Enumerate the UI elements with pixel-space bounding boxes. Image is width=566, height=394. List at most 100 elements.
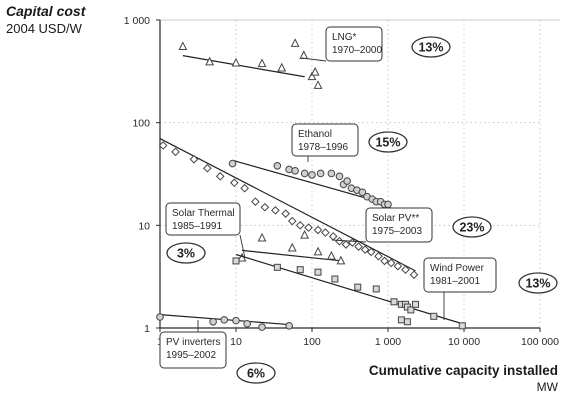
solar-pv-point xyxy=(401,265,410,274)
pv-inverters-point xyxy=(243,319,251,328)
solar-thermal-callout-title: Solar Thermal xyxy=(172,208,235,219)
lng-point xyxy=(299,50,309,59)
solar-pv-point xyxy=(295,221,305,230)
x-tick-label: 10 xyxy=(230,336,242,348)
ethanol-point xyxy=(358,188,367,197)
wind-power-point xyxy=(296,266,304,274)
pv-inverters-point xyxy=(258,323,266,331)
y-tick-label: 10 xyxy=(138,220,150,232)
lng-callout-pointer xyxy=(301,57,327,62)
lng-point xyxy=(307,71,317,81)
lng-point xyxy=(257,58,267,68)
wind-power-callout-box xyxy=(423,257,497,293)
ethanol-rate-label: 15% xyxy=(375,136,400,150)
solar-pv-point xyxy=(304,223,313,232)
lng-fit-line xyxy=(182,55,305,78)
solar-thermal-point xyxy=(257,232,267,242)
pv-inverters-point xyxy=(220,316,229,324)
solar-pv-point xyxy=(374,251,383,261)
wind-power-point xyxy=(403,318,411,326)
pv-inverters-point xyxy=(156,313,164,321)
solar-pv-point xyxy=(203,163,212,173)
x-tick-label: 100 000 xyxy=(521,336,559,348)
solar-thermal-rate-oval xyxy=(166,242,206,264)
lng-callout-years: 1970–2000 xyxy=(332,45,382,56)
solar-thermal-rate-label: 3% xyxy=(177,247,195,261)
ethanol-point xyxy=(228,159,237,168)
wind-power-fit-line xyxy=(235,253,463,325)
y-tick-label: 100 xyxy=(132,118,150,130)
wind-power-callout-years: 1981–2001 xyxy=(430,276,480,287)
solar-pv-point xyxy=(386,258,396,268)
solar-pv-point xyxy=(341,240,351,249)
solar-pv-rate-label: 23% xyxy=(459,221,484,235)
ethanol-point xyxy=(285,165,293,174)
solar-pv-point xyxy=(380,256,389,266)
ethanol-rate-oval xyxy=(368,131,408,153)
ethanol-callout-years: 1978–1996 xyxy=(298,142,348,153)
lng-point xyxy=(310,66,320,76)
solar-pv-point xyxy=(313,225,323,235)
ethanol-fit-line xyxy=(232,159,389,205)
solar-pv-point xyxy=(354,242,363,251)
x-axis-title: Cumulative capacity installed xyxy=(368,363,558,378)
wind-power-point xyxy=(273,263,281,271)
y-tick-label: 1 xyxy=(144,323,150,335)
lng-callout-title: LNG* xyxy=(332,32,357,43)
wind-power-point xyxy=(331,275,339,283)
lng-point xyxy=(290,38,300,47)
pv-inverters-callout-box xyxy=(159,331,227,369)
lng-rate-label: 13% xyxy=(418,41,443,55)
ethanol-point xyxy=(327,169,336,178)
solar-thermal-point xyxy=(287,242,297,252)
lng-rate-oval xyxy=(411,36,451,58)
ethanol-point xyxy=(316,169,325,178)
solar-pv-point xyxy=(328,232,338,241)
ethanol-point xyxy=(384,200,392,209)
wind-power-rate-label: 13% xyxy=(525,277,550,291)
lng-callout-box xyxy=(325,26,383,62)
solar-pv-point xyxy=(271,206,280,215)
solar-pv-point xyxy=(251,197,260,206)
x-tick-label: 1 000 xyxy=(375,336,401,348)
wind-power-callout-title: Wind Power xyxy=(430,263,485,274)
solar-thermal-callout-box xyxy=(165,202,241,236)
ethanol-point xyxy=(291,166,299,175)
solar-pv-point xyxy=(360,245,370,254)
solar-pv-point xyxy=(366,247,376,257)
ethanol-point xyxy=(343,177,351,185)
solar-pv-callout-title: Solar PV** xyxy=(372,213,419,224)
solar-thermal-callout-pointer xyxy=(239,234,246,259)
pv-inverters-rate-oval xyxy=(236,362,276,384)
wind-power-point xyxy=(430,312,438,320)
solar-pv-point xyxy=(287,216,297,226)
lng-point xyxy=(231,57,241,67)
wind-power-point xyxy=(314,268,322,276)
solar-pv-rate-oval xyxy=(452,216,492,238)
solar-thermal-point xyxy=(326,250,336,260)
wind-power-point xyxy=(232,257,240,265)
solar-pv-fit-line xyxy=(159,138,416,272)
pv-inverters-point xyxy=(285,322,293,330)
solar-pv-point xyxy=(281,209,290,218)
lng-point xyxy=(205,56,215,66)
lng-point xyxy=(313,80,323,89)
solar-pv-point xyxy=(158,141,168,150)
lng-point xyxy=(277,62,287,72)
y-tick-label: 1 000 xyxy=(124,15,150,27)
solar-pv-point xyxy=(321,228,330,237)
solar-thermal-fit-line xyxy=(241,249,343,262)
solar-pv-point xyxy=(189,154,199,164)
x-axis-unit: MW xyxy=(536,380,558,394)
solar-pv-callout-years: 1975–2003 xyxy=(372,226,422,237)
ethanol-callout-title: Ethanol xyxy=(298,129,332,140)
solar-pv-point xyxy=(215,172,225,181)
solar-pv-point xyxy=(240,183,249,193)
solar-thermal-point xyxy=(313,246,323,256)
pv-inverters-rate-label: 6% xyxy=(247,367,265,381)
pv-inverters-callout-years: 1995–2002 xyxy=(166,350,216,361)
wind-power-point xyxy=(372,285,380,293)
solar-thermal-point xyxy=(300,229,310,239)
solar-pv-point xyxy=(229,178,239,188)
